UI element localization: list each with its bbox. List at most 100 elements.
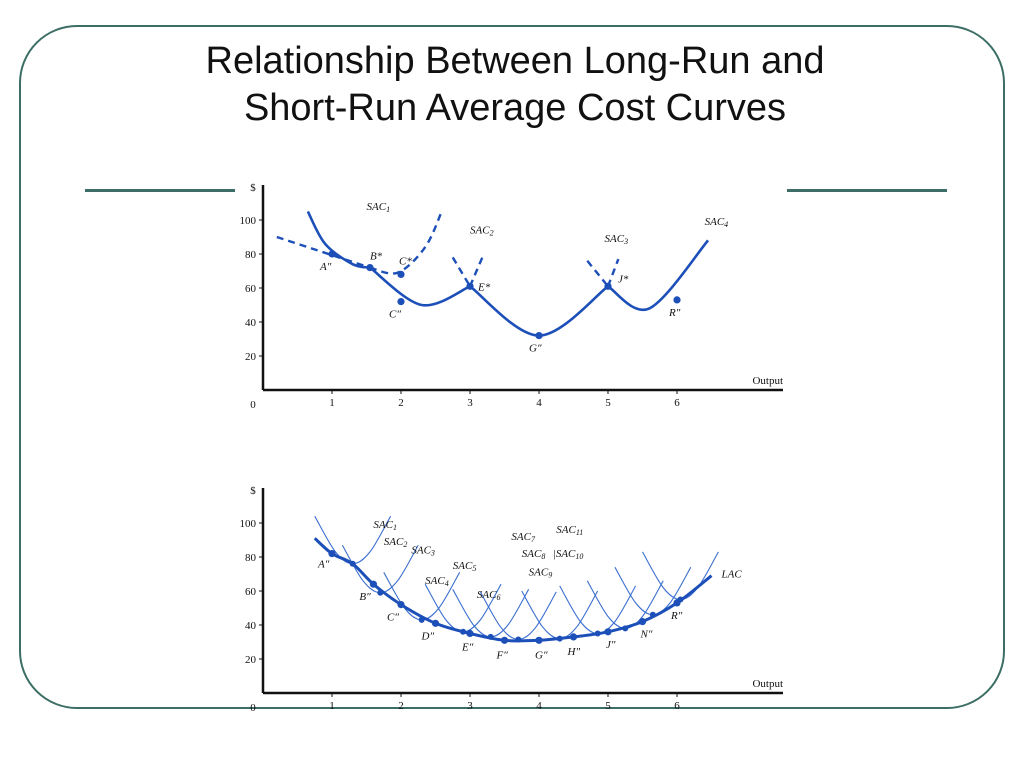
- sac-thin-curve-11: [642, 551, 719, 601]
- sac-label-4: SAC4: [425, 575, 449, 588]
- top-point-0-label: A″: [319, 261, 332, 273]
- x-tick-label: 3: [467, 700, 473, 712]
- x-tick-label: 5: [605, 700, 611, 712]
- bottom-point-5-dot: [500, 636, 509, 644]
- y-tick-label: 80: [245, 249, 257, 261]
- sac-curve-1: [306, 210, 371, 269]
- y-tick-label: 80: [245, 552, 257, 564]
- sac-min-dot-5: [487, 633, 494, 640]
- x-tick-label: 2: [398, 700, 404, 712]
- x-tick-label: 5: [605, 397, 611, 409]
- sac-min-dot-4: [460, 628, 467, 635]
- x-tick-label: 0: [250, 399, 256, 411]
- sac-label-3: SAC3: [605, 233, 629, 246]
- lac-label: LAC: [721, 569, 743, 581]
- bottom-point-4-dot: [466, 629, 474, 638]
- x-axis-label: Output: [752, 678, 783, 690]
- x-tick-label: 1: [329, 397, 335, 409]
- sac-curve-dashed-2: [276, 235, 371, 269]
- y-tick-label: 20: [245, 351, 257, 363]
- sac-label-2: SAC2: [384, 536, 408, 549]
- sac-label-1: SAC1: [373, 519, 397, 532]
- bottom-point-0-label: A″: [317, 559, 330, 571]
- sac-label-11: SAC11: [556, 524, 583, 537]
- top-point-3-label: C″: [389, 309, 401, 321]
- y-tick-label: 100: [240, 215, 257, 227]
- sac-curve-dashed-1: [369, 209, 444, 275]
- sac-min-dot-2: [377, 589, 384, 596]
- bottom-point-0-dot: [328, 550, 336, 558]
- bottom-point-7-dot: [569, 633, 578, 641]
- x-tick-label: 4: [536, 397, 542, 409]
- top-point-2-dot: [397, 270, 405, 278]
- sac-label-2: SAC2: [470, 225, 494, 238]
- sac-label-3: SAC3: [411, 545, 435, 558]
- sac-label-10: SAC9: [529, 567, 553, 580]
- top-point-1-dot: [366, 264, 374, 272]
- x-tick-label: 0: [250, 702, 256, 714]
- x-tick-label: 1: [329, 700, 335, 712]
- sac-min-dot-6: [515, 636, 522, 643]
- x-tick-label: 6: [674, 397, 680, 409]
- bottom-point-1-dot: [369, 580, 377, 588]
- bottom-point-3-dot: [431, 619, 440, 627]
- sac-label-5: SAC5: [453, 560, 477, 573]
- y-axis-label: $: [250, 485, 256, 497]
- sac-curve-4: [607, 239, 710, 312]
- bottom-point-9-dot: [638, 618, 647, 626]
- slide-frame: [19, 25, 1005, 709]
- bottom-point-7-label: H″: [567, 646, 581, 658]
- x-tick-label: 3: [467, 397, 473, 409]
- bottom-point-5-label: F″: [496, 649, 509, 661]
- page-title: Relationship Between Long-Run and Short-…: [40, 38, 990, 132]
- top-point-6-label: J*: [618, 273, 629, 285]
- bottom-point-1-label: B″: [359, 591, 371, 603]
- top-point-5-dot: [535, 332, 543, 340]
- sac-thin-curve-10: [614, 566, 692, 616]
- y-tick-label: 40: [245, 317, 257, 329]
- y-tick-label: 100: [240, 518, 257, 530]
- top-point-0-dot: [328, 250, 336, 258]
- top-point-5-label: G″: [529, 343, 542, 355]
- y-axis-label: $: [250, 182, 256, 194]
- bottom-point-6-dot: [535, 636, 543, 644]
- sac-label-4: SAC4: [705, 216, 729, 229]
- sac-thin-curve-7: [521, 590, 599, 640]
- top-point-3-dot: [397, 298, 405, 306]
- bottom-point-3-label: D″: [421, 630, 435, 642]
- top-point-7-label: R″: [668, 307, 681, 319]
- bottom-point-8-dot: [604, 628, 612, 636]
- chart-bottom: $ Output 20 40 60 80 100 0 1 2 3 4 5 6 LAC SAC1 SAC2 SAC3…: [240, 485, 783, 714]
- sac-label-8: SAC8: [522, 548, 546, 561]
- bottom-point-9-label: N″: [640, 629, 653, 641]
- bottom-point-6-label: G″: [535, 649, 548, 661]
- sac-curve-dashed-4: [586, 260, 609, 288]
- chart-top: $ Output 20 40 60 80 100 0 1 2 3 4 5 6 SAC1 SAC2 SAC3 SAC…: [240, 182, 783, 411]
- x-tick-label: 2: [398, 397, 404, 409]
- sac-min-dot-7: [556, 635, 563, 642]
- y-tick-label: 60: [245, 586, 257, 598]
- sac-thin-curve-2: [341, 544, 419, 594]
- sac-min-dot-1: [349, 560, 356, 567]
- sac-curve-dashed-b-3: [606, 258, 620, 287]
- sac-curve-3: [469, 285, 609, 337]
- top-point-2-label: C*: [399, 255, 412, 267]
- x-axis-label: Output: [752, 375, 783, 387]
- sac-min-dot-3: [418, 616, 425, 623]
- bottom-point-8-label: J″: [606, 639, 616, 651]
- x-tick-label: 4: [536, 700, 542, 712]
- sac-curve-2: [369, 266, 471, 307]
- x-tick-label: 6: [674, 700, 680, 712]
- top-point-7-dot: [673, 296, 681, 304]
- sac-label-1: SAC1: [367, 201, 391, 214]
- top-point-4-dot: [466, 282, 474, 290]
- sac-min-dot-9: [622, 625, 629, 632]
- top-point-4-label: E*: [477, 281, 491, 293]
- sac-curve-dashed-3: [451, 256, 472, 287]
- title-rule-left: [85, 189, 235, 192]
- sac-label-9: |SAC10: [553, 548, 584, 561]
- bottom-point-4-label: E″: [461, 642, 474, 654]
- title-line-2: Short-Run Average Cost Curves: [243, 87, 787, 129]
- sac-min-dot-8: [594, 630, 601, 637]
- bottom-point-10-dot: [673, 599, 681, 607]
